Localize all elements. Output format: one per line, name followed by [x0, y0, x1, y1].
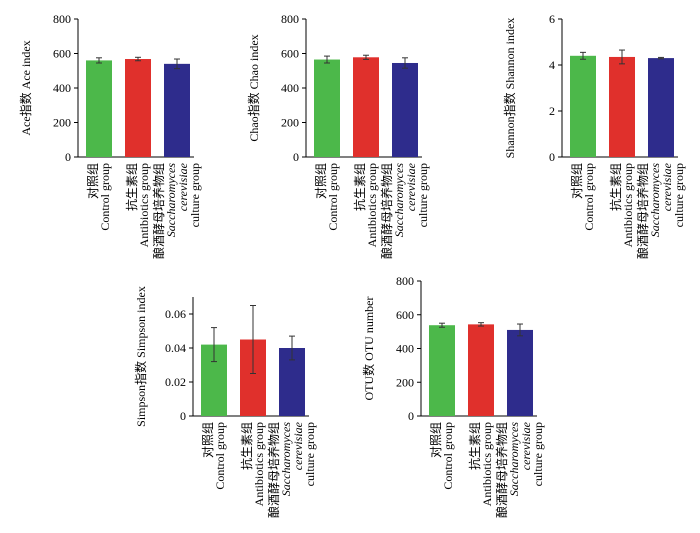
y-tick-label: 400: [396, 342, 414, 356]
category-label: Control group: [441, 422, 455, 490]
category-label: 对照组: [570, 163, 584, 199]
category-label: 抗生素组: [124, 163, 139, 211]
category-label: culture group: [188, 163, 202, 227]
category-label: Saccharomyces: [648, 163, 662, 238]
category-label: 抗生素组: [467, 422, 482, 470]
y-axis-title: Ace指数 Ace index: [18, 40, 33, 135]
category-label: 对照组: [201, 422, 215, 458]
y-tick-label: 4: [549, 58, 555, 72]
y-tick-label: 6: [549, 12, 555, 26]
category-label: 酿酒酵母培养物组: [635, 163, 650, 259]
category-label: Antibiotics group: [137, 163, 151, 247]
category-label: Antibiotics group: [252, 422, 266, 506]
category-label: 对照组: [86, 163, 100, 199]
bar-saccharomyces: [392, 62, 418, 157]
bar-saccharomyces: [648, 58, 674, 157]
category-label: cerevisiae: [404, 162, 418, 211]
bar-control: [429, 325, 455, 416]
category-label: culture group: [672, 163, 686, 227]
bar-antibiotics: [125, 59, 151, 157]
bar-saccharomyces: [164, 63, 190, 157]
y-tick-label: 0.02: [165, 375, 186, 389]
category-label: 抗生素组: [608, 163, 623, 211]
y-tick-label: 600: [281, 47, 299, 61]
y-axis-title: Chao指数 Chao index: [246, 34, 261, 141]
category-label: Saccharomyces: [392, 163, 406, 238]
chart-panel-4: 0 0.02 0.04 0.06 Simpson指数 Simpson index 对照组C…: [133, 286, 317, 518]
category-label: Antibiotics group: [365, 163, 379, 247]
category-label: 酿酒酵母培养物组: [494, 422, 509, 518]
category-label: Control group: [582, 163, 596, 231]
category-label: 抗生素组: [239, 422, 254, 470]
y-tick-label: 200: [281, 116, 299, 130]
category-label: 对照组: [429, 422, 443, 458]
bar-antibiotics: [353, 57, 379, 157]
y-axis-title: Simpson指数 Simpson index: [133, 286, 148, 427]
y-tick-label: 0: [180, 409, 186, 423]
chart-panel-2: 0 200 400 600 800 Chao指数 Chao index 对照组Control…: [246, 12, 430, 259]
y-axis-title: OTU数 OTU number: [361, 297, 376, 401]
category-label: Saccharomyces: [507, 422, 521, 497]
y-tick-label: 0: [65, 150, 71, 164]
category-label: 酿酒酵母培养物组: [379, 163, 394, 259]
y-tick-label: 200: [396, 375, 414, 389]
category-label: Control group: [98, 163, 112, 231]
category-label: Control group: [326, 163, 340, 231]
y-tick-label: 0: [408, 409, 414, 423]
category-label: cerevisiae: [291, 421, 305, 470]
category-label: culture group: [416, 163, 430, 227]
category-label: Antibiotics group: [621, 163, 635, 247]
y-tick-label: 400: [281, 81, 299, 95]
y-tick-label: 0.04: [165, 341, 186, 355]
category-label: cerevisiae: [519, 421, 533, 470]
y-tick-label: 200: [53, 116, 71, 130]
bar-control: [86, 60, 112, 157]
category-label: Saccharomyces: [164, 163, 178, 238]
y-tick-label: 0: [549, 150, 555, 164]
category-label: 酿酒酵母培养物组: [266, 422, 281, 518]
bar-control: [314, 59, 340, 157]
category-label: cerevisiae: [176, 162, 190, 211]
y-tick-label: 800: [281, 12, 299, 26]
bar-control: [570, 55, 596, 157]
category-label: culture group: [303, 422, 317, 486]
y-tick-label: 0: [293, 150, 299, 164]
category-label: culture group: [531, 422, 545, 486]
bar-antibiotics: [609, 56, 635, 158]
y-tick-label: 2: [549, 104, 555, 118]
y-tick-label: 400: [53, 81, 71, 95]
y-tick-label: 600: [396, 308, 414, 322]
y-axis-title: Shannon指数 Shannon index: [502, 18, 517, 159]
category-label: Control group: [213, 422, 227, 490]
y-tick-label: 0.06: [165, 307, 186, 321]
y-tick-label: 800: [53, 12, 71, 26]
category-label: 酿酒酵母培养物组: [151, 163, 166, 259]
bar-saccharomyces: [507, 329, 533, 416]
y-tick-label: 600: [53, 47, 71, 61]
category-label: Saccharomyces: [279, 422, 293, 497]
category-label: 抗生素组: [352, 163, 367, 211]
bar-antibiotics: [468, 324, 494, 416]
category-label: Antibiotics group: [480, 422, 494, 506]
y-tick-label: 800: [396, 274, 414, 288]
category-label: cerevisiae: [660, 162, 674, 211]
category-label: 对照组: [314, 163, 328, 199]
